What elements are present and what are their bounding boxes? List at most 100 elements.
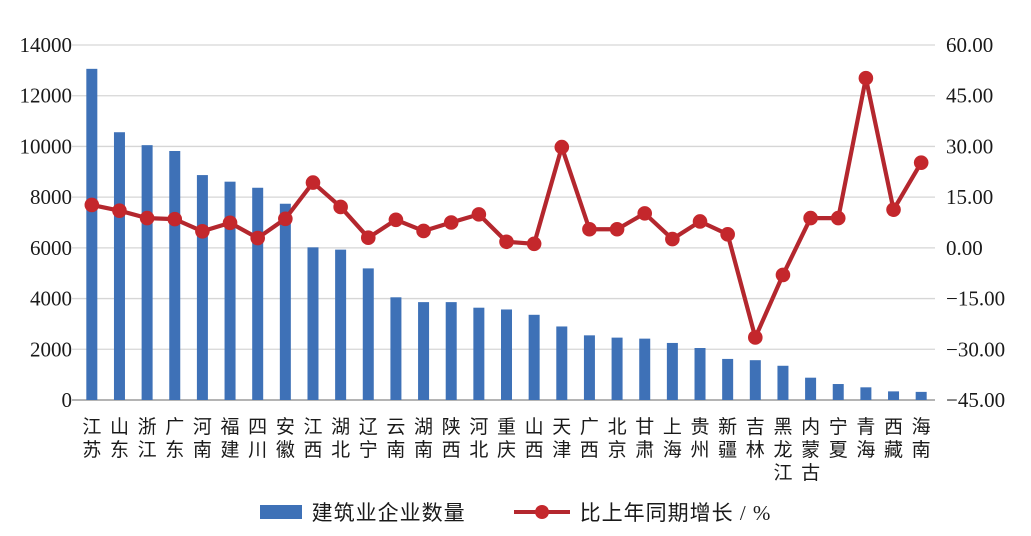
bar [777,365,789,400]
right-axis-tick-label: 45.00 [946,84,993,108]
x-axis-category-label: 广东 [165,416,184,461]
bar [362,268,374,400]
x-axis-category-label: 西藏 [884,417,903,461]
bar [611,337,623,400]
line-series-swatch [513,504,570,520]
bar [307,247,319,400]
bar [169,150,181,400]
line-marker [443,215,459,230]
line-marker [360,230,376,246]
x-axis-category-label: 山西 [525,416,544,461]
combo-chart-plot: 0 2000 4000 6000 8000 10000 12000 14000 −45.00 −3… [20,33,1006,484]
right-axis-tick-label: 0.00 [946,236,983,260]
x-axis-category-label: 云南 [386,417,405,461]
line-marker [250,230,265,246]
line-marker [748,330,763,345]
x-axis-category-label: 青海 [856,416,875,461]
x-axis-category-label: 湖北 [331,416,350,461]
bar [252,187,264,400]
bar [749,360,761,400]
x-axis-category-label: 甘肃 [635,416,654,461]
line-marker [858,70,874,86]
bar-series-swatch [259,505,302,519]
line-marker [195,223,210,239]
bar [583,335,595,400]
x-axis-category-label: 辽宁 [359,416,378,461]
x-axis-category-label: 江西 [303,416,322,461]
right-axis-tick-label: 30.00 [946,134,993,158]
line-marker [830,210,846,226]
line-marker [609,221,625,237]
x-axis-category-label: 福建 [221,416,240,461]
bar [86,68,98,400]
line-marker [84,197,100,213]
right-axis-tick-label: 60.00 [946,33,993,57]
line-marker [139,210,155,226]
legend-item-bars: 建筑业企业数量 [259,497,466,527]
line-marker [582,221,597,237]
bar [805,377,817,400]
bar [888,391,900,400]
left-axis-tick-label: 12000 [20,84,73,108]
line-marker [803,210,818,226]
left-axis-tick-label: 4000 [30,287,72,311]
line-marker [775,267,791,283]
x-axis-category-label: 内蒙古 [801,416,820,484]
bar [722,358,734,400]
bar [639,338,651,400]
legend: 建筑业企业数量 比上年同期增长 / % [0,492,1031,532]
line-marker [692,214,708,229]
line-marker [416,223,431,239]
legend-item-line: 比上年同期增长 / % [513,497,772,527]
right-axis-tick-label: 15.00 [946,185,993,209]
left-axis-tick-label: 10000 [20,134,73,158]
x-axis-category-label: 山东 [110,416,129,461]
x-axis-category-label: 海南 [912,416,931,461]
line-marker [388,212,404,228]
bar [860,387,872,400]
x-axis-category-label: 黑龙江 [773,417,792,484]
x-axis-category-label: 四川 [248,417,267,461]
bar [113,132,125,400]
line-marker [278,211,293,227]
line-marker [526,236,542,252]
line-marker [554,139,570,155]
bar-series-label: 建筑业企业数量 [311,501,466,525]
left-axis-tick-label: 8000 [30,185,72,209]
bar [528,314,540,400]
x-axis-category-label: 吉林 [746,416,765,461]
line-marker [886,202,901,217]
x-axis-category-label: 天津 [552,417,571,461]
line-legend-marker-icon [534,505,549,519]
x-axis-category-label: 浙江 [138,416,157,461]
line-marker [112,203,127,218]
line-marker [222,215,238,231]
line-marker [499,234,514,250]
bar [224,181,236,400]
x-axis-category-label: 上海 [663,416,682,461]
bar [694,348,706,400]
x-axis-category-label: 河北 [469,416,488,461]
left-axis-tick-label: 6000 [30,236,72,260]
line-marker [913,155,929,170]
bar [141,145,153,400]
line-series-label: 比上年同期增长 / % [579,501,772,525]
x-axis-category-label: 广西 [580,416,599,461]
bar [501,309,512,400]
right-axis-tick-label: −15.00 [946,287,1005,311]
right-axis-tick-label: −30.00 [946,337,1005,361]
x-axis-category-label: 贵州 [691,416,710,461]
bar [666,342,678,400]
x-axis-category-label: 江苏 [82,416,101,461]
left-axis-tick-label: 0 [62,388,73,412]
bar [196,175,208,400]
bar [915,391,927,400]
x-axis-category-label: 湖南 [414,416,433,461]
bar [832,384,844,400]
line-marker [167,211,183,227]
line-marker [637,206,653,221]
x-axis-category-label: 宁夏 [829,416,848,461]
line-marker [471,207,487,222]
line-marker [665,231,680,247]
